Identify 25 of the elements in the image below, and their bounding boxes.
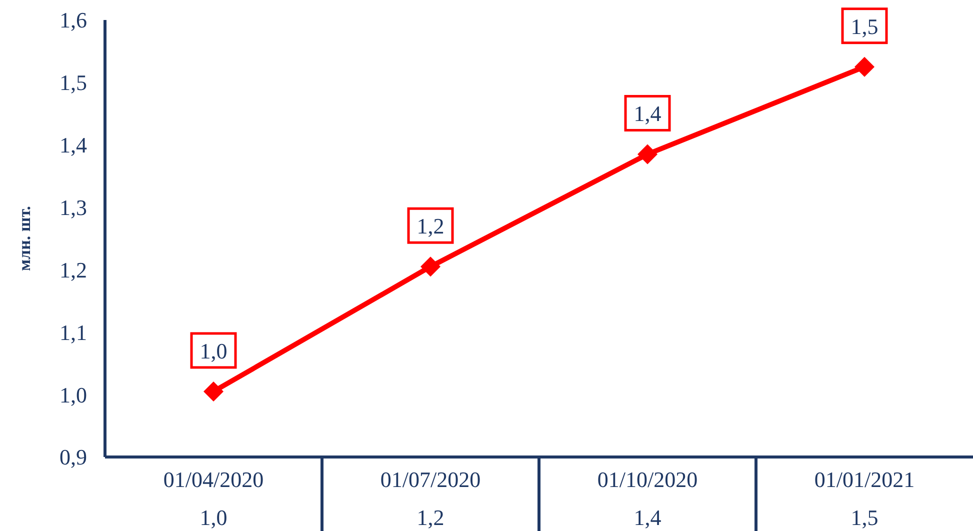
- x-tick-label: 01/10/2020: [597, 467, 698, 492]
- point: [638, 144, 658, 164]
- y-tick-label: 1,6: [60, 8, 87, 33]
- x-tick-label: 01/07/2020: [380, 467, 481, 492]
- point: [420, 256, 440, 277]
- text: 1,2: [416, 214, 444, 239]
- y-tick-label: 1,2: [60, 257, 87, 282]
- text: 1,0: [200, 338, 228, 364]
- data-label: 1,5: [850, 505, 878, 530]
- data-label: 1,4: [634, 505, 662, 530]
- y-tick-label: 1,0: [60, 382, 87, 408]
- y-tick-label: 1,1: [60, 320, 87, 345]
- y-tick-label: 1,4: [60, 132, 87, 158]
- y-tick-label: 1,5: [60, 70, 87, 96]
- point: [204, 381, 224, 402]
- text: 1,4: [634, 101, 662, 126]
- y-tick-label: 1,3: [60, 194, 87, 220]
- x-tick-label: 01/04/2020: [163, 467, 264, 492]
- text: 1,5: [850, 14, 878, 39]
- data-label: 1,0: [200, 505, 228, 530]
- y-axis-title: млн. шт.: [15, 206, 34, 272]
- point: [854, 56, 874, 77]
- data-label: 1,2: [416, 505, 444, 530]
- x-tick-label: 01/01/2021: [814, 467, 915, 492]
- y-tick-label: 0,9: [60, 444, 87, 470]
